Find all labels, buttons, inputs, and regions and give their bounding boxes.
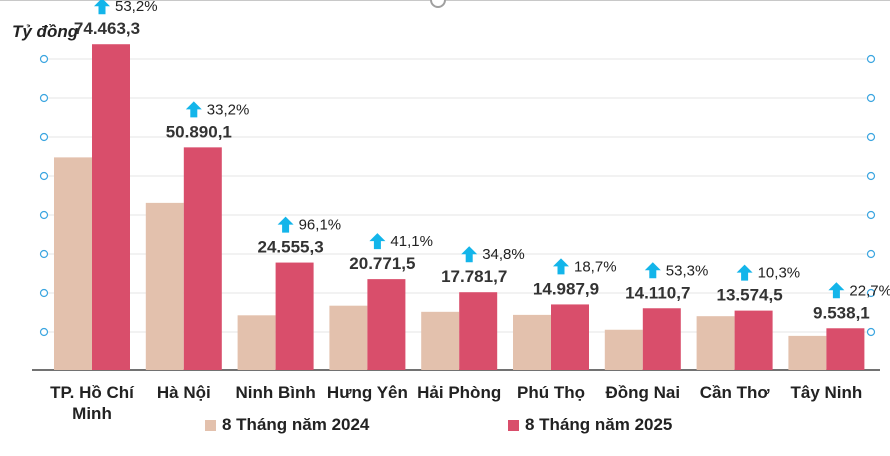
grid-marker-left	[39, 54, 49, 64]
grid-marker-left	[39, 210, 49, 220]
bar-2024	[145, 202, 184, 370]
category-label: Tây Ninh	[791, 383, 863, 402]
grid-marker-left	[39, 327, 49, 337]
category-label: Hưng Yên	[327, 383, 408, 402]
bar-2024	[696, 316, 735, 370]
bar-2024	[329, 305, 368, 370]
bar-2025	[734, 310, 773, 370]
category-label: Cần Thơ	[700, 383, 771, 402]
bar-2025	[826, 328, 865, 370]
value-label: 13.574,5	[717, 286, 783, 305]
category-label: Minh	[72, 404, 112, 423]
legend-label-2024: 8 Tháng năm 2024	[222, 415, 370, 434]
grid-marker-right	[866, 93, 876, 103]
grid-marker-right	[866, 288, 876, 298]
bar-2025	[183, 147, 222, 370]
grid-marker-left	[39, 171, 49, 181]
bar-2025	[551, 304, 589, 370]
bar-2024	[54, 157, 92, 370]
legend-swatch-2025	[508, 419, 519, 431]
y-unit-label: Tỷ đồng	[12, 22, 79, 41]
grid-marker-right	[866, 132, 876, 142]
up-arrow-icon	[461, 246, 478, 263]
up-arrow-icon	[185, 101, 202, 118]
bar-2025	[367, 279, 406, 370]
grid-marker-left	[39, 132, 49, 142]
grid-marker-right	[866, 327, 876, 337]
data-labels: 74.463,3 53,2% 50.890,1 33,2% 24.555,3 96,1% 2…	[74, 0, 890, 322]
value-label: 74.463,3	[74, 19, 140, 38]
growth-label: 10,3%	[758, 265, 801, 282]
category-labels: TP. Hồ Chí Minh Hà Nội Ninh Bình Hưng Yên Hải…	[50, 383, 862, 423]
value-label: 9.538,1	[813, 303, 870, 322]
grid-marker-right	[866, 54, 876, 64]
growth-label: 96,1%	[299, 217, 342, 234]
legend-item-2024: 8 Tháng năm 2024	[205, 415, 369, 435]
value-label: 50.890,1	[166, 122, 232, 141]
growth-label: 18,7%	[574, 258, 617, 275]
grid-marker-right	[866, 210, 876, 220]
grid-marker-right	[866, 171, 876, 181]
value-label: 24.555,3	[258, 238, 324, 257]
growth-label: 41,1%	[390, 233, 433, 250]
legend-label-2025: 8 Tháng năm 2025	[525, 415, 673, 434]
category-label: Đồng Nai	[605, 383, 680, 402]
bar-2025	[275, 262, 314, 370]
up-arrow-icon	[553, 258, 569, 275]
bar-2024	[788, 335, 827, 370]
growth-label: 22,7%	[849, 282, 890, 299]
growth-label: 53,2%	[115, 0, 158, 15]
category-label: Ninh Bình	[235, 383, 315, 402]
value-label: 14.987,9	[533, 279, 599, 298]
value-label: 20.771,5	[349, 254, 415, 273]
bar-2024	[604, 329, 643, 370]
grid-marker-right	[866, 249, 876, 259]
grid-marker-left	[39, 288, 49, 298]
bar-2025	[459, 292, 498, 370]
up-arrow-icon	[828, 282, 845, 299]
grid-marker-left	[39, 249, 49, 259]
value-label: 17.781,7	[441, 267, 507, 286]
up-arrow-icon	[369, 233, 386, 250]
category-label: Hà Nội	[157, 383, 211, 402]
up-arrow-icon	[94, 0, 110, 15]
bar-2025	[92, 44, 130, 371]
bar-2024	[513, 314, 551, 370]
grid-marker-left	[39, 93, 49, 103]
bar-2025	[642, 308, 681, 370]
bar-2024	[421, 311, 460, 370]
bar-2024	[237, 315, 276, 370]
up-arrow-icon	[736, 264, 753, 281]
bars	[54, 44, 865, 371]
value-label: 14.110,7	[625, 283, 690, 302]
growth-label: 53,3%	[666, 262, 709, 279]
category-label: Hải Phòng	[417, 383, 501, 402]
up-arrow-icon	[277, 216, 294, 233]
legend-swatch-2024	[205, 419, 216, 431]
category-label: Phú Thọ	[517, 383, 585, 402]
category-label: TP. Hồ Chí	[50, 383, 135, 402]
growth-label: 34,8%	[482, 246, 525, 263]
legend-item-2025: 8 Tháng năm 2025	[508, 415, 672, 435]
growth-label: 33,2%	[207, 101, 250, 118]
up-arrow-icon	[644, 262, 661, 279]
